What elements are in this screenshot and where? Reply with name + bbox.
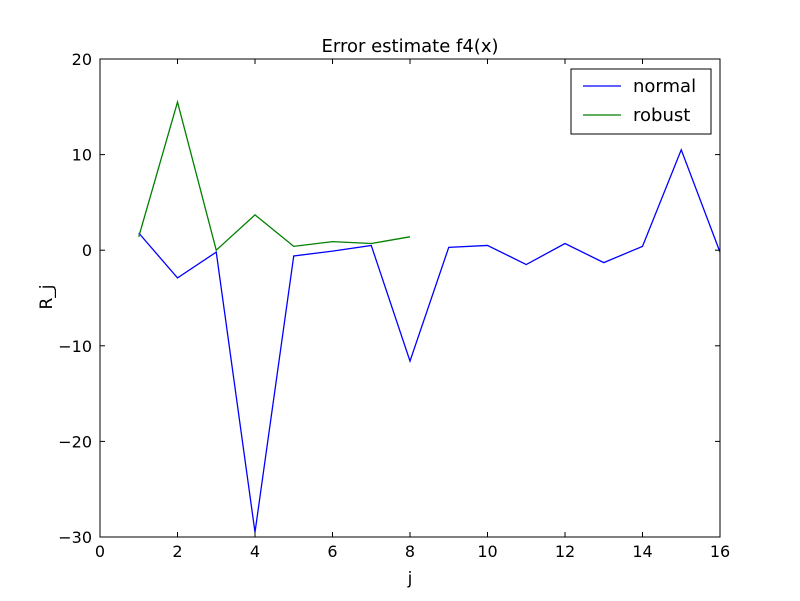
chart-title: Error estimate f4(x) [321, 36, 498, 57]
x-tick-label: 2 [172, 542, 182, 561]
y-tick-label: 0 [82, 241, 92, 260]
x-tick-label: 10 [477, 542, 497, 561]
x-axis-label: j [407, 569, 413, 589]
axes-layer: 0 2 4 6 8 10 12 14 16 −30 −20 −10 0 10 20 [58, 50, 730, 561]
x-tick-label: 14 [632, 542, 652, 561]
y-tick-label: −30 [58, 528, 92, 547]
legend: normal robust [570, 68, 712, 135]
series-line-robust [138, 99, 411, 252]
x-tick-label: 12 [555, 542, 575, 561]
x-tick-label: 16 [710, 542, 730, 561]
plot-background [100, 59, 720, 537]
legend-label-normal: normal [633, 76, 696, 97]
x-tick-label: 0 [95, 542, 105, 561]
legend-label-robust: robust [633, 105, 690, 126]
series-layer [138, 99, 721, 533]
plot-area [100, 59, 720, 537]
legend-box [570, 68, 712, 135]
x-tick-label: 6 [327, 542, 337, 561]
series-line-normal [138, 148, 721, 533]
y-tick-label: 20 [72, 50, 92, 69]
y-tick-label: 10 [72, 146, 92, 165]
y-tick-label: −10 [58, 337, 92, 356]
y-tick-label: −20 [58, 432, 92, 451]
x-tick-label: 8 [405, 542, 415, 561]
y-axis-label: R_j [37, 284, 57, 309]
x-tick-label: 4 [250, 542, 260, 561]
